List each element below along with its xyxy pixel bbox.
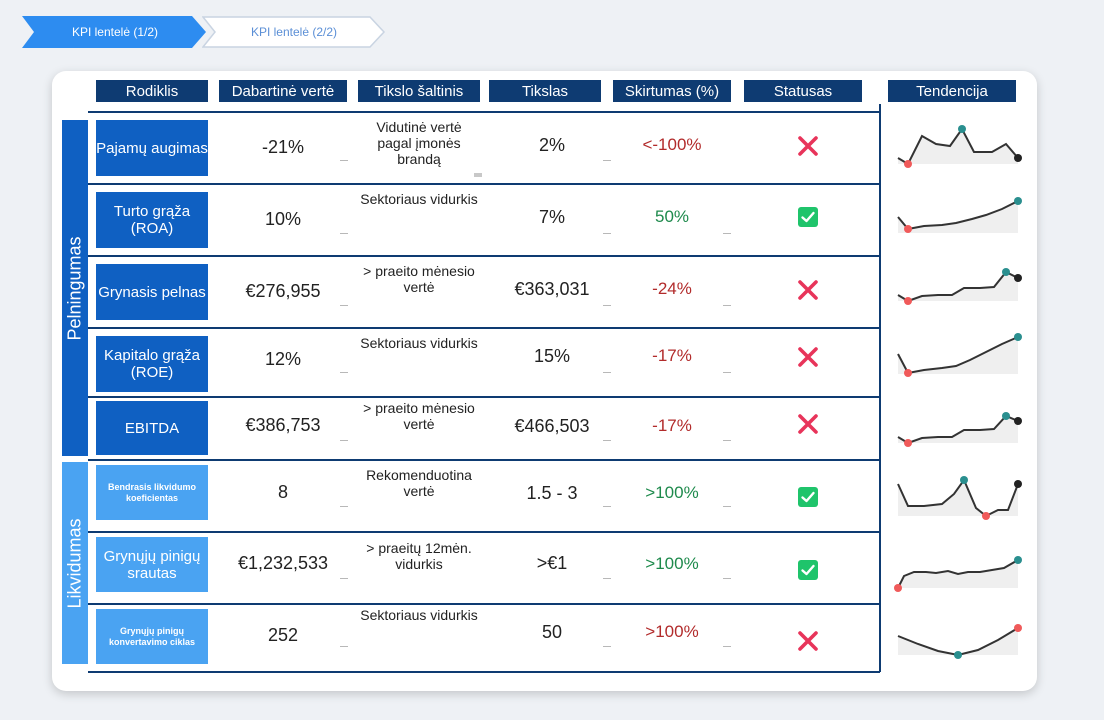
group-label: Pelningumas	[64, 235, 85, 341]
target-value: 1.5 - 3	[526, 483, 578, 503]
tab-kpi-table-1[interactable]: KPI lentelė (1/2)	[22, 16, 208, 48]
tab-arrow-shape	[202, 16, 386, 48]
row-separator	[88, 459, 880, 461]
row-separator	[88, 531, 880, 533]
kpi-name: Kapitalo grąža (ROE)	[96, 336, 208, 392]
check-icon	[798, 207, 818, 227]
kpi-name: Grynasis pelnas	[96, 264, 208, 320]
header-indicator: Rodiklis	[96, 80, 208, 102]
group-profitability: Pelningumas	[62, 120, 88, 456]
check-icon	[798, 560, 818, 580]
difference-value: -17%	[652, 416, 692, 435]
header-current-value: Dabartinė vertė	[219, 80, 347, 102]
kpi-name: Bendrasis likvidumo koeficientas	[96, 465, 208, 520]
row-separator	[88, 603, 880, 605]
cross-icon	[798, 631, 818, 651]
target-value: >€1	[536, 553, 568, 573]
kpi-name: EBITDA	[96, 401, 208, 455]
kpi-name: Pajamų augimas	[96, 120, 208, 176]
target-source: Rekomenduotina vertė	[366, 467, 472, 499]
kpi-name: Turto grąža (ROA)	[96, 192, 208, 248]
tab-kpi-table-2[interactable]: KPI lentelė (2/2)	[202, 16, 386, 48]
kpi-name: Grynųjų pinigų konvertavimo ciklas	[96, 609, 208, 664]
current-value: -21%	[261, 137, 305, 157]
target-value: 2%	[538, 135, 565, 155]
target-source: > praeitų 12mėn. vidurkis	[366, 540, 472, 572]
trend-sparkline	[894, 556, 1022, 592]
target-value: 15%	[533, 346, 571, 366]
difference-value: >100%	[645, 483, 699, 502]
target-source: > praeito mėnesio vertė	[363, 263, 475, 295]
target-value: €363,031	[514, 279, 590, 299]
target-value: 50	[541, 622, 563, 642]
header-target: Tikslas	[489, 80, 601, 102]
trend-column-divider	[879, 104, 881, 672]
row-separator	[88, 396, 880, 398]
trend-sparkline	[897, 412, 1022, 447]
current-value: 12%	[264, 349, 302, 369]
trend-sparkline	[897, 125, 1022, 168]
difference-value: 50%	[654, 207, 690, 226]
current-value: 8	[277, 482, 288, 502]
tab-label: KPI lentelė (1/2)	[71, 25, 159, 39]
difference-value: -17%	[652, 346, 692, 365]
target-source: Vidutinė vertė pagal įmonės brandą	[376, 119, 462, 167]
row-separator	[88, 255, 880, 257]
cross-icon	[798, 414, 818, 434]
row-separator	[88, 111, 880, 113]
row-separator	[88, 327, 880, 329]
current-value: €386,753	[245, 415, 321, 435]
group-liquidity: Likvidumas	[62, 462, 88, 664]
difference-value: >100%	[645, 622, 699, 641]
target-value: €466,503	[514, 416, 590, 436]
tab-arrow-shape	[22, 16, 206, 48]
target-source: Sektoriaus vidurkis	[360, 607, 478, 623]
cross-icon	[798, 136, 818, 156]
trend-sparkline	[897, 333, 1022, 377]
row-separator	[88, 671, 880, 673]
check-icon	[798, 487, 818, 507]
cross-icon	[798, 347, 818, 367]
header-trend: Tendencija	[888, 80, 1016, 102]
target-source: Sektoriaus vidurkis	[360, 335, 478, 351]
trend-sparkline	[897, 624, 1022, 659]
kpi-tabs: KPI lentelė (1/2) KPI lentelė (2/2)	[22, 16, 392, 50]
target-source: > praeito mėnesio vertė	[363, 400, 475, 432]
trend-sparkline	[897, 476, 1022, 520]
row-separator	[88, 183, 880, 185]
difference-value: >100%	[645, 554, 699, 573]
cross-icon	[798, 280, 818, 300]
trend-sparkline	[897, 197, 1022, 233]
header-target-source: Tikslo šaltinis	[358, 80, 480, 102]
kpi-name: Grynųjų pinigų srautas	[96, 537, 208, 592]
target-value: 7%	[538, 207, 565, 227]
current-value: 252	[267, 625, 299, 645]
current-value: 10%	[264, 209, 302, 229]
difference-value: <-100%	[642, 135, 702, 154]
header-difference: Skirtumas (%)	[613, 80, 731, 102]
group-label: Likvidumas	[64, 517, 85, 609]
kpi-table-card	[52, 71, 1037, 691]
difference-value: -24%	[652, 279, 692, 298]
header-status: Statusas	[744, 80, 862, 102]
target-source: Sektoriaus vidurkis	[360, 191, 478, 207]
current-value: €1,232,533	[237, 553, 329, 573]
tab-label: KPI lentelė (2/2)	[250, 25, 338, 39]
current-value: €276,955	[245, 281, 321, 301]
trend-sparkline	[897, 268, 1022, 305]
